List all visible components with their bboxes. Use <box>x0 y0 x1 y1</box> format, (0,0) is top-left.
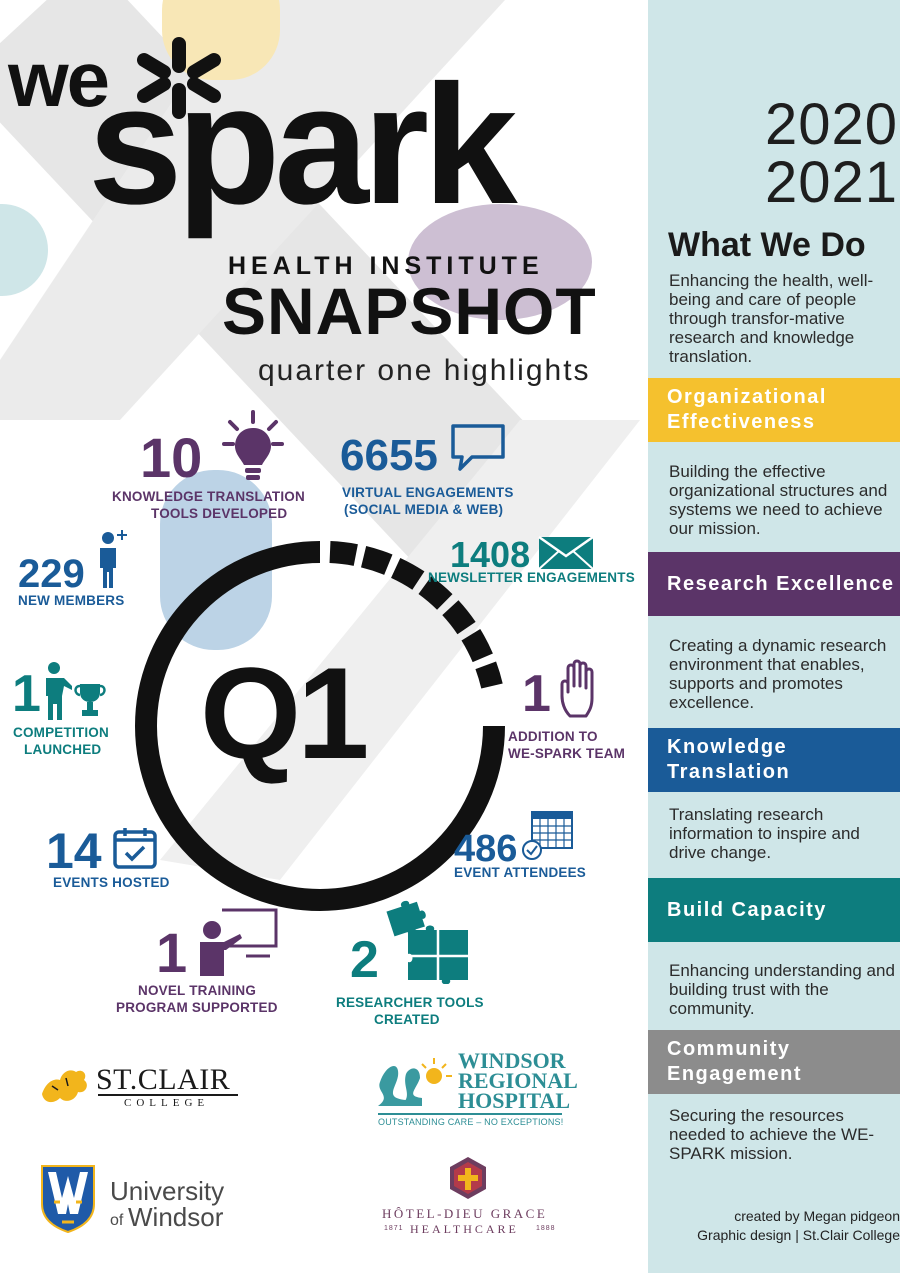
wrh-logo-line3: HOSPITAL <box>458 1088 571 1113</box>
stat-virtual-label-1: VIRTUAL ENGAGEMENTS <box>342 485 514 500</box>
stat-kt-tools-label-2: TOOLS DEVELOPED <box>151 506 288 521</box>
uwindsor-logo-line1: University <box>110 1176 225 1206</box>
hdg-logo-line1: HÔTEL-DIEU GRACE <box>382 1206 548 1221</box>
stat-researcher-tools-label-2: CREATED <box>374 1012 440 1027</box>
stat-competition-value: 1 <box>12 665 41 723</box>
band-organizational-effectiveness: Organizational Effectiveness <box>648 378 900 442</box>
stat-newsletter-value: 1408 <box>450 534 531 575</box>
stat-attendees-value: 486 <box>454 828 518 870</box>
stat-team-value: 1 <box>522 665 551 723</box>
uwindsor-shield-icon <box>41 1165 95 1234</box>
credit-line-1: created by Megan pidgeon <box>734 1208 900 1224</box>
stat-training-label-2: PROGRAM SUPPORTED <box>116 1000 278 1015</box>
stat-members-label: NEW MEMBERS <box>18 593 125 608</box>
trophy-icon <box>46 662 106 720</box>
hdg-logo-year-right: 1888 <box>536 1225 556 1232</box>
year-line-1: 2020 <box>765 92 899 157</box>
raised-hand-icon <box>560 659 594 718</box>
stat-training-value: 1 <box>156 921 188 984</box>
stat-kt-tools-label-1: KNOWLEDGE TRANSLATION <box>112 489 305 504</box>
stat-researcher-tools-value: 2 <box>350 931 379 989</box>
q1-label: Q1 <box>200 640 369 786</box>
text-research-excellence: Creating a dynamic research environment … <box>669 636 887 712</box>
wrh-logo-tagline: OUTSTANDING CARE – NO EXCEPTIONS! <box>378 1117 564 1127</box>
puzzle-icon <box>386 900 468 984</box>
stclair-logo-mark-icon <box>42 1070 87 1103</box>
brand-we: we <box>8 35 110 123</box>
stclair-logo-name: ST.CLAIR <box>96 1063 231 1096</box>
brand-spark: spark <box>88 50 518 240</box>
hdg-logo-line2: HEALTHCARE <box>410 1222 519 1236</box>
background-decor <box>0 0 640 880</box>
stat-newsletter-label: NEWSLETTER ENGAGEMENTS <box>428 570 635 585</box>
uwindsor-logo-of: of <box>110 1212 124 1229</box>
text-community-engagement: Securing the resources needed to achieve… <box>669 1106 875 1163</box>
stat-events-value: 14 <box>46 823 102 879</box>
stat-competition-label-1: COMPETITION <box>13 725 109 740</box>
chat-bubble-icon <box>451 424 505 471</box>
year-line-2: 2021 <box>765 150 899 215</box>
band-build-capacity: Build Capacity <box>648 878 900 942</box>
stat-training-label-1: NOVEL TRAINING <box>138 983 257 998</box>
stat-members-value: 229 <box>18 552 85 596</box>
text-build-capacity: Enhancing understanding and building tru… <box>669 961 895 1018</box>
calendar-check-icon <box>113 828 157 869</box>
presenter-icon <box>200 908 278 976</box>
stat-team-label-2: WE-SPARK TEAM <box>508 746 626 761</box>
band-community-engagement: Community Engagement <box>648 1030 900 1094</box>
institute-name: HEALTH INSTITUTE <box>228 252 544 280</box>
stat-virtual-label-2: (SOCIAL MEDIA & WEB) <box>344 502 504 517</box>
stclair-logo-sub: COLLEGE <box>124 1097 210 1109</box>
stat-researcher-tools-label-1: RESEARCHER TOOLS <box>336 995 484 1010</box>
page-title: SNAPSHOT <box>222 274 597 348</box>
envelope-icon <box>538 536 594 570</box>
text-knowledge-translation: Translating research information to insp… <box>669 805 860 862</box>
stclair-logo-rule <box>98 1094 238 1096</box>
wrh-logo-line2: REGIONAL <box>458 1068 578 1093</box>
panel-intro: Enhancing the health, well-being and car… <box>669 271 874 366</box>
wrh-logo-sun-icon <box>378 1058 452 1106</box>
stat-team-label-1: ADDITION TO <box>508 729 598 744</box>
stat-competition-label-2: LAUNCHED <box>24 742 102 757</box>
text-organizational-effectiveness: Building the effective organizational st… <box>669 462 888 538</box>
stat-virtual-value: 6655 <box>340 431 438 480</box>
calendar-grid-icon <box>522 811 573 860</box>
person-plus-icon <box>100 530 127 588</box>
wrh-logo-rule <box>378 1113 562 1115</box>
spark-star-icon <box>137 37 221 119</box>
page-subtitle: quarter one highlights <box>258 354 591 387</box>
stat-events-label: EVENTS HOSTED <box>53 875 170 890</box>
credit-line-2: Graphic design | St.Clair College <box>697 1227 900 1243</box>
stat-attendees-label: EVENT ATTENDEES <box>454 865 587 880</box>
hdg-logo-year-left: 1871 <box>384 1225 404 1232</box>
stat-kt-tools-value: 10 <box>140 426 203 489</box>
panel-heading: What We Do <box>668 226 866 264</box>
hdg-hexagon-icon <box>450 1157 486 1199</box>
band-research-excellence: Research Excellence <box>648 552 900 616</box>
lightbulb-icon <box>222 410 284 480</box>
band-knowledge-translation: Knowledge Translation <box>648 728 900 792</box>
wrh-logo-line1: WINDSOR <box>458 1048 566 1073</box>
uwindsor-logo-line2: Windsor <box>128 1202 224 1232</box>
q1-ring <box>135 541 505 911</box>
